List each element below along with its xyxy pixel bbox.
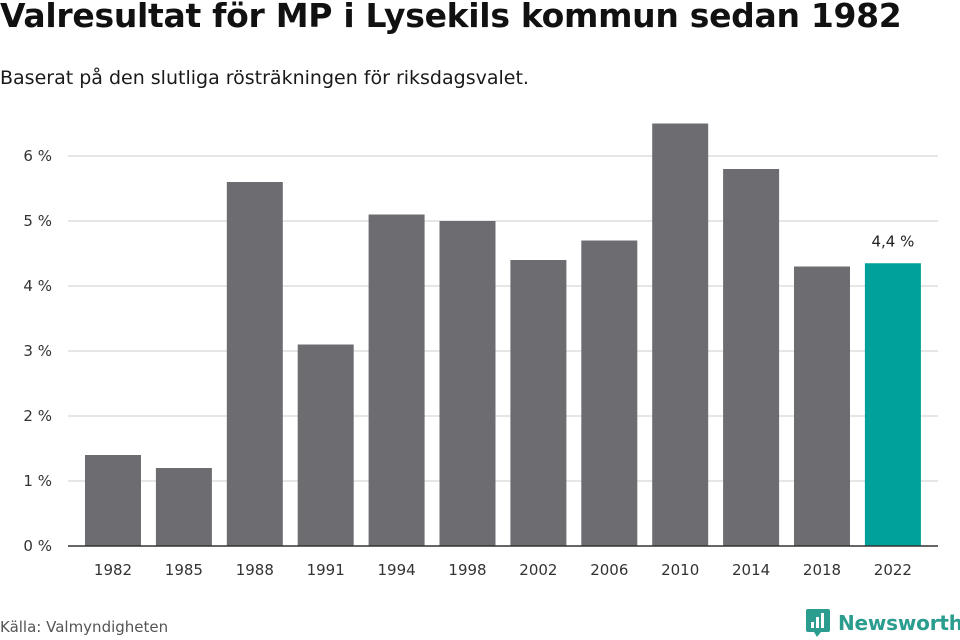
bars bbox=[85, 123, 921, 546]
x-tick-label: 2006 bbox=[590, 561, 628, 579]
y-tick-label: 0 % bbox=[23, 537, 52, 555]
y-tick-label: 2 % bbox=[23, 407, 52, 425]
bar-1985 bbox=[155, 468, 212, 546]
bar-chart: 0 %1 %2 %3 %4 %5 %6 % 1982 1985 1988 1991 19… bbox=[23, 123, 938, 579]
chart-title: Valresultat för MP i Lysekils kommun sed… bbox=[0, 0, 902, 35]
x-tick-label: 2018 bbox=[803, 561, 841, 579]
chart-subtitle: Baserat på den slutliga rösträkningen fö… bbox=[0, 67, 529, 89]
bar-1994 bbox=[368, 214, 425, 546]
y-tick-label: 5 % bbox=[23, 212, 52, 230]
newsworthy-logo-icon bbox=[806, 609, 830, 637]
bar-2010 bbox=[652, 123, 709, 546]
y-tick-label: 3 % bbox=[23, 342, 52, 360]
bar-2018 bbox=[794, 266, 850, 546]
data-label-2022: 4,4 % bbox=[871, 232, 914, 250]
annotations: 4,4 % bbox=[871, 232, 914, 250]
x-tick-label: 2022 bbox=[874, 561, 912, 579]
bar-2014 bbox=[723, 169, 780, 546]
y-tick-label: 1 % bbox=[23, 472, 52, 490]
y-tick-label: 4 % bbox=[23, 277, 52, 295]
x-tick-label: 2010 bbox=[661, 561, 699, 579]
gridlines bbox=[68, 155, 938, 482]
bar-2022 bbox=[864, 263, 921, 546]
bar-1988 bbox=[226, 182, 283, 546]
x-tick-label: 1991 bbox=[307, 561, 345, 579]
x-tick-label: 1998 bbox=[448, 561, 486, 579]
y-tick-label: 6 % bbox=[23, 147, 52, 165]
x-tick-label: 1982 bbox=[94, 561, 132, 579]
x-tick-label: 1985 bbox=[165, 561, 203, 579]
x-tick-label: 2014 bbox=[732, 561, 770, 579]
x-tick-label: 1988 bbox=[236, 561, 274, 579]
bar-1991 bbox=[297, 344, 354, 546]
x-tick-label: 2002 bbox=[519, 561, 557, 579]
brand: Newsworthy bbox=[805, 608, 960, 638]
x-tick-label: 1994 bbox=[378, 561, 416, 579]
source-note: Källa: Valmyndigheten bbox=[0, 618, 169, 636]
y-axis-ticks: 0 % 1 % 2 % 3 % 4 % 5 % 6 % bbox=[23, 147, 52, 555]
bar-2002 bbox=[510, 260, 567, 546]
brand-name: Newsworthy bbox=[838, 611, 960, 635]
bar-2006 bbox=[581, 240, 638, 546]
bar-1982 bbox=[85, 455, 141, 546]
x-axis-ticks: 1982 1985 1988 1991 1994 1998 2002 2006 2010 2014… bbox=[94, 561, 912, 579]
bar-1998 bbox=[439, 221, 496, 546]
